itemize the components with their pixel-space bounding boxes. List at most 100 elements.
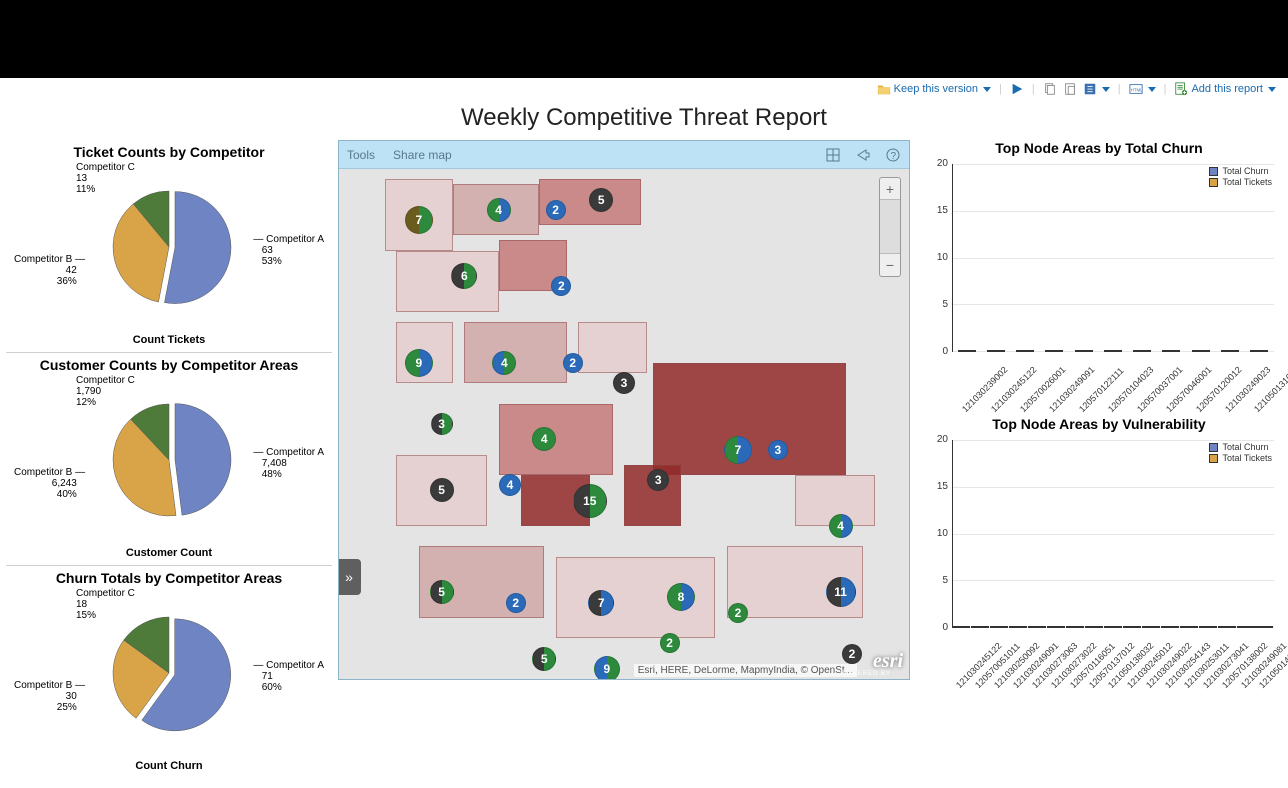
bar-tickets [1075,626,1084,628]
map-share-button[interactable]: Share map [393,148,452,162]
zoom-slider[interactable] [880,200,900,254]
map-bubble[interactable]: 2 [660,633,680,653]
bar-tickets [980,626,989,628]
bar-churn [1192,350,1201,352]
bubble-value: 4 [501,356,508,370]
export-format-button[interactable] [1083,82,1110,96]
bar-churn [1047,626,1056,628]
map-bubble[interactable]: 2 [842,644,862,664]
copy-icon [1043,82,1057,96]
bar-tickets [1132,626,1141,628]
bar-tickets [1264,626,1273,628]
bar-group: 121030273022 [1047,626,1066,628]
map-bubble[interactable]: 5 [430,478,454,502]
chart-legend: Total Churn Total Tickets [1209,166,1272,188]
map-bubble[interactable]: 9 [594,656,620,679]
map-bubble[interactable]: 4 [492,351,516,375]
zoom-in-button[interactable]: + [880,178,900,200]
add-report-button[interactable]: Add this report [1174,82,1276,96]
run-button[interactable] [1010,82,1024,96]
copy-report-button[interactable] [1043,82,1057,96]
bar-tickets [1201,350,1210,352]
map-bubble[interactable]: 7 [588,590,614,616]
map-bubble[interactable]: 4 [487,198,511,222]
bubble-value: 5 [541,652,548,666]
map-bubble[interactable]: 2 [506,593,526,613]
zoom-out-button[interactable]: − [880,254,900,276]
esri-powered: POWERED BY [840,671,891,677]
map-tools-button[interactable]: Tools [347,148,375,162]
share-icon[interactable] [855,147,871,163]
pie-label-c: Competitor C1311% [76,162,135,195]
bar-churn [1199,626,1208,628]
expand-panel-button[interactable]: » [339,559,361,595]
bubble-value: 8 [678,590,685,604]
pie-label-b: Competitor B —30 25% [14,680,85,713]
pie-label-b: Competitor B —6,243 40% [14,467,85,500]
chart-legend: Total Churn Total Tickets [1209,442,1272,464]
bar-tickets [1151,626,1160,628]
bubble-value: 4 [495,203,502,217]
pie-panel-churn: Churn Totals by Competitor Areas — Compe… [6,565,332,772]
map-bubble[interactable]: 11 [826,577,856,607]
bubble-value: 2 [569,356,576,370]
bubble-value: 2 [512,596,519,610]
bubble-value: 7 [735,443,742,457]
map-bubble[interactable]: 4 [499,474,521,496]
map-bubble[interactable]: 2 [563,353,583,373]
basemap-icon[interactable] [825,147,841,163]
report-title: Weekly Competitive Threat Report [0,104,1288,132]
chevron-down-icon [1268,87,1276,92]
panel-subtitle: Count Churn [6,760,332,772]
chevron-down-icon [983,87,991,92]
bubble-value: 2 [735,606,742,620]
bar-tickets [1054,350,1063,352]
bubble-value: 4 [507,478,514,492]
map-bubble[interactable]: 9 [405,349,433,377]
bar-group: 121030249022 [1141,626,1160,628]
right-column: Top Node Areas by Total Churn 05101520 1… [916,140,1282,778]
bar-group: 121030273063 [1028,626,1047,628]
html-view-button[interactable]: HTML [1129,82,1156,96]
paste-icon [1063,82,1077,96]
bar-tickets [1246,626,1255,628]
bar-tickets [999,626,1008,628]
map-bubble[interactable]: 15 [573,484,607,518]
paste-report-button[interactable] [1063,82,1077,96]
bar-group: 121030273041 [1198,626,1217,628]
legend-label: Total Churn [1222,166,1268,176]
pie-label-a: — Competitor A 7,408 48% [253,447,324,480]
bar-churn [1180,626,1189,628]
bar-tickets [1170,626,1179,628]
map-bubble[interactable]: 2 [546,200,566,220]
bubble-value: 4 [837,519,844,533]
bubble-value: 3 [438,417,445,431]
bar-group: 120570137012 [1085,626,1104,628]
legend-label: Total Tickets [1222,453,1272,463]
zoom-control[interactable]: + − [879,177,901,277]
bubble-value: 5 [438,585,445,599]
map-bubble[interactable]: 5 [430,580,454,604]
panel-title: Ticket Counts by Competitor [6,144,332,160]
help-icon[interactable]: ? [885,147,901,163]
map-bubble[interactable]: 3 [431,413,453,435]
map-bubble[interactable]: 2 [728,603,748,623]
map-bubble[interactable]: 3 [768,440,788,460]
bar-tickets [1189,626,1198,628]
map-bubble[interactable]: 7 [405,206,433,234]
chevron-down-icon [1148,87,1156,92]
bar-churn [1133,350,1142,352]
keep-version-button[interactable]: Keep this version [877,82,991,96]
bar-churn [1045,350,1054,352]
map-bubble[interactable]: 4 [829,514,853,538]
map-bubble[interactable]: 3 [613,372,635,394]
folder-icon [877,82,891,96]
map-body[interactable]: + − » Esri, HERE, DeLorme, MapmyIndia, ©… [339,169,909,679]
bar-tickets [1094,626,1103,628]
add-report-icon [1174,82,1188,96]
map-bubble[interactable]: 5 [589,188,613,212]
bubble-value: 6 [461,269,468,283]
map-bubble[interactable]: 7 [724,436,752,464]
map-bubble[interactable]: 2 [551,276,571,296]
map-bubble[interactable]: 5 [532,647,556,671]
